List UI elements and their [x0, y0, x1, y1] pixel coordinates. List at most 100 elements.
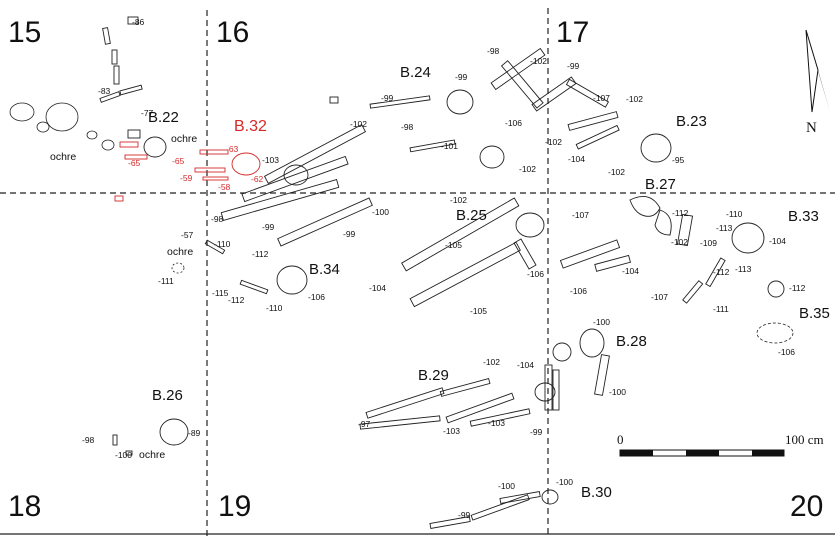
depth-label: -103 — [443, 426, 460, 436]
depth-label: -100 — [498, 481, 515, 491]
depth-label: -102 — [483, 357, 500, 367]
depth-label: -103 — [488, 418, 505, 428]
depth-label: -102 — [626, 94, 643, 104]
depth-label: -104 — [369, 283, 386, 293]
depth-label: -58 — [218, 182, 231, 192]
depth-label: -65 — [128, 158, 141, 168]
burial-label-b32: B.32 — [234, 118, 267, 135]
depth-label: -104 — [769, 236, 786, 246]
depth-label: -110 — [266, 303, 283, 313]
depth-label: -102 — [545, 137, 562, 147]
depth-label: -101 — [441, 141, 458, 151]
burial-label-b24: B.24 — [400, 64, 431, 81]
depth-label: -115 — [212, 288, 229, 298]
depth-label: -99 — [455, 72, 468, 82]
grid-square-19: 19 — [218, 490, 251, 523]
depth-label: -98 — [487, 46, 500, 56]
depth-label: -77 — [141, 108, 154, 118]
burial-label-b30: B.30 — [581, 484, 612, 501]
depth-label: -99 — [381, 93, 394, 103]
depth-label: -83 — [98, 86, 111, 96]
north-label: N — [806, 120, 817, 136]
depth-label: -112 — [672, 208, 689, 218]
skeletal-remains-drawing — [9, 16, 794, 529]
depth-label: -110 — [726, 209, 743, 219]
depth-label: -99 — [343, 229, 356, 239]
depth-label: -107 — [651, 292, 668, 302]
north-arrow-icon: N — [805, 29, 830, 136]
depth-label: -99 — [567, 61, 580, 71]
depth-label: -100 — [372, 207, 389, 217]
depth-label: -99 — [262, 222, 275, 232]
depth-label: -100 — [609, 387, 626, 397]
depth-label: -102 — [350, 119, 367, 129]
depth-label: -112 — [713, 267, 730, 277]
depth-label: -106 — [505, 118, 522, 128]
depth-label: -89 — [188, 428, 201, 438]
depth-label: -111 — [158, 276, 174, 286]
depth-label: -100 — [593, 317, 610, 327]
burial-label-b22: B.22 — [148, 109, 179, 126]
depth-label: -99 — [530, 427, 543, 437]
depth-label: -98 — [401, 122, 414, 132]
depth-label: -102 — [671, 237, 688, 247]
depth-label: -62 — [251, 174, 264, 184]
depth-label: -105 — [445, 240, 462, 250]
depth-label: -109 — [700, 238, 717, 248]
depth-label: -112 — [252, 249, 269, 259]
depth-label: -103 — [262, 155, 279, 165]
burial-label-b28: B.28 — [616, 333, 647, 350]
depth-label: -63 — [226, 144, 239, 154]
burial-label-b33: B.33 — [788, 208, 819, 225]
burial-label-b25: B.25 — [456, 207, 487, 224]
depth-label: -106 — [527, 269, 544, 279]
burial-label-b27: B.27 — [645, 176, 676, 193]
grid-square-17: 17 — [556, 16, 589, 49]
depth-label: -99 — [458, 510, 471, 520]
ochre-note: ochre — [139, 449, 165, 461]
depth-label: -86 — [132, 17, 145, 27]
depth-label: -95 — [672, 155, 685, 165]
depth-label: -106 — [570, 286, 587, 296]
depth-label: -100 — [556, 477, 573, 487]
ochre-note: ochre — [167, 246, 193, 258]
scale-bar: 0 100 cm — [617, 432, 824, 457]
depth-label: -105 — [470, 306, 487, 316]
depth-label: -106 — [308, 292, 325, 302]
depth-label: -110 — [214, 239, 231, 249]
grid-square-18: 18 — [8, 490, 41, 523]
depth-label: -112 — [228, 295, 245, 305]
burial-label-b23: B.23 — [676, 113, 707, 130]
grid-square-16: 16 — [216, 16, 249, 49]
depth-label: -100 — [115, 450, 132, 460]
depth-label: -102 — [519, 164, 536, 174]
ochre-note: ochre — [50, 151, 76, 163]
depth-label: -102 — [608, 167, 625, 177]
burial-label-b26: B.26 — [152, 387, 183, 404]
depth-label: -113 — [716, 223, 733, 233]
depth-label: -113 — [735, 264, 752, 274]
depth-label: -106 — [778, 347, 795, 357]
ochre-note: ochre — [171, 133, 197, 145]
depth-labels: -86 -83 -77 -98 -102 -99 -99 -98 -101 -1… — [82, 17, 806, 520]
depth-label: -57 — [181, 230, 194, 240]
depth-label: -112 — [789, 283, 806, 293]
depth-label: -107 — [572, 210, 589, 220]
depth-label: -102 — [450, 195, 467, 205]
scale-end-label: 100 cm — [785, 432, 824, 447]
depth-label: -104 — [517, 360, 534, 370]
depth-label: -59 — [180, 173, 193, 183]
depth-label: -104 — [622, 266, 639, 276]
depth-labels-b32: -65 -65 -63 -59 -58 -62 — [128, 144, 264, 192]
burial-label-b34: B.34 — [309, 261, 340, 278]
depth-label: -111 — [713, 304, 729, 314]
depth-label: -98 — [82, 435, 95, 445]
grid-square-20: 20 — [790, 490, 823, 523]
depth-label: -65 — [172, 156, 185, 166]
scale-start-label: 0 — [617, 432, 624, 447]
depth-label: -97 — [358, 419, 371, 429]
depth-label: -102 — [530, 56, 547, 66]
burial-label-b29: B.29 — [418, 367, 449, 384]
burial-b32-remains — [114, 141, 261, 202]
